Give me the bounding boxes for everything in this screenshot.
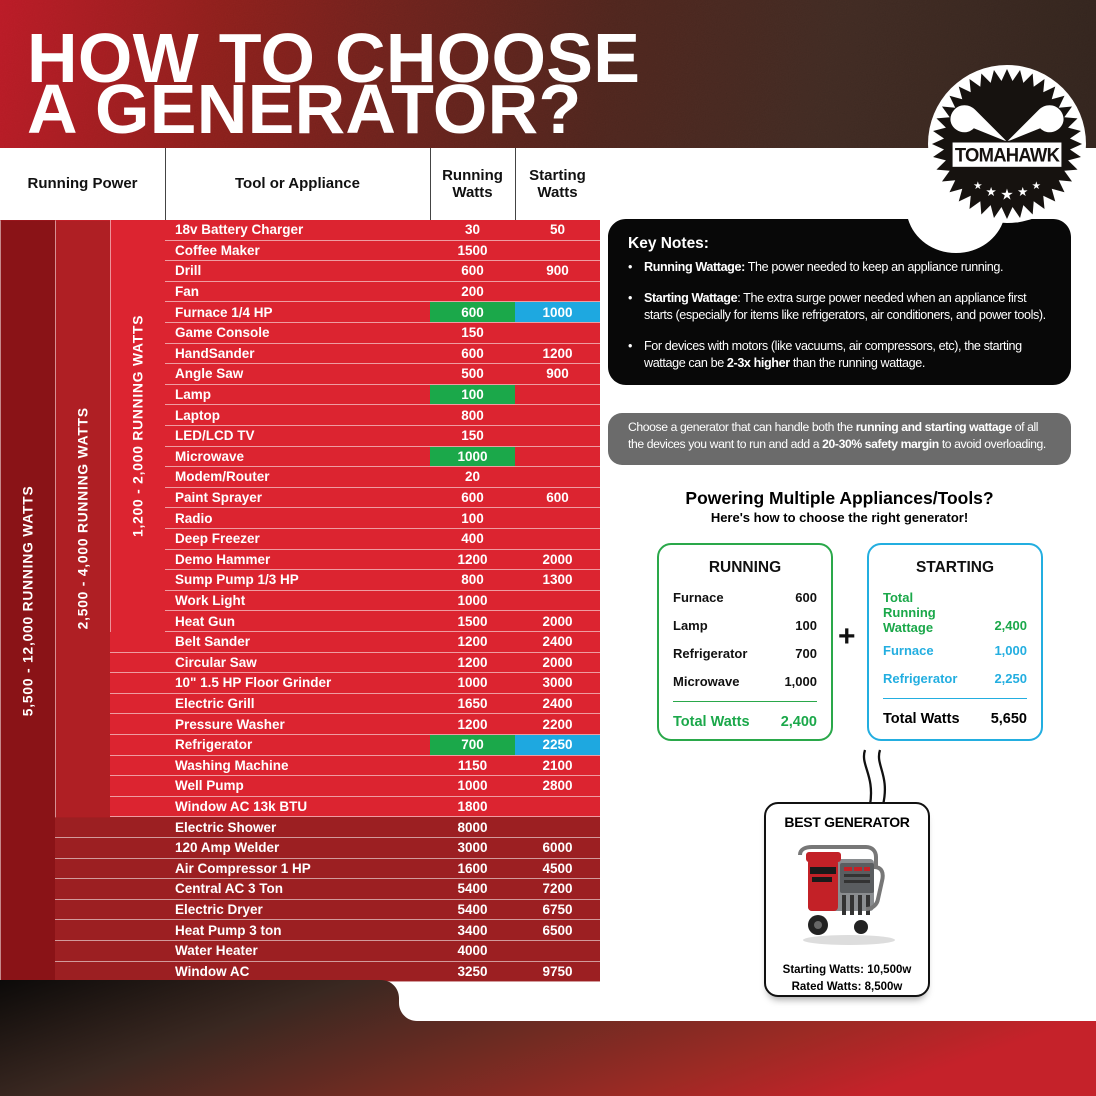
svg-text:★: ★ xyxy=(1032,181,1041,192)
svg-text:★: ★ xyxy=(1000,186,1013,203)
svg-text:★: ★ xyxy=(973,181,982,192)
svg-text:★: ★ xyxy=(986,185,997,199)
svg-text:★: ★ xyxy=(1017,185,1028,199)
svg-text:TOMAHAWK: TOMAHAWK xyxy=(955,144,1061,166)
